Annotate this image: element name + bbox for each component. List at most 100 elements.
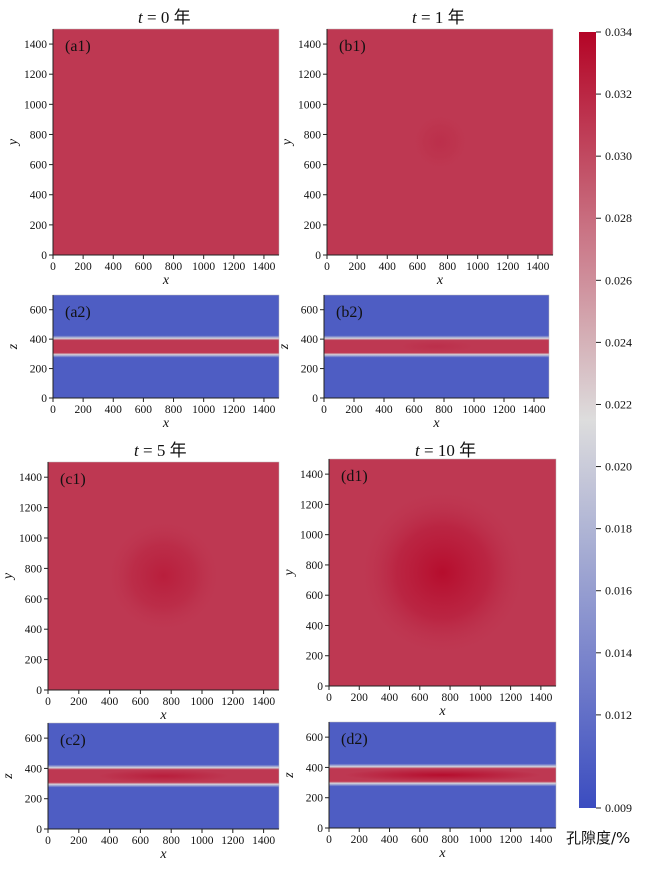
porosity-plume [409,111,471,173]
x-tick-label: 1200 [496,261,519,273]
x-tick-label: 800 [165,404,183,416]
colorbar-label: 孔隙度/% [566,829,630,847]
title-rest: = 0 年 [142,8,191,27]
colorbar-tick-label: 0.022 [605,397,632,411]
colorbar-tick-label: 0.032 [605,87,632,101]
heatmap-background [53,29,279,255]
y-tick-label: 200 [30,220,48,232]
x-tick-label: 600 [405,404,423,416]
y-axis-label: z [277,343,292,350]
y-tick-label: 1000 [298,99,321,111]
layer-hotspot [344,768,541,782]
x-tick-label: 1200 [499,692,522,704]
y-tick-label: 0 [317,823,323,835]
x-tick-label: 600 [132,835,150,847]
title-rest: = 5 年 [138,441,187,460]
y-tick-label: 200 [306,651,324,663]
colorbar-tick-label: 0.024 [605,335,632,349]
panel-label: (b2) [336,304,363,321]
x-axis-label: x [159,847,167,862]
x-tick-label: 600 [135,404,153,416]
x-tick-label: 400 [101,835,119,847]
x-tick-label: 0 [326,692,332,704]
x-tick-label: 400 [105,404,123,416]
panel-d1: 0 200 400 600 800 1000 1200 1400 0 200 400 600 800 10… [282,458,557,719]
colorbar-tick-label: 0.009 [605,801,632,815]
y-tick-label: 0 [315,250,321,262]
y-tick-label: 0 [312,393,318,405]
figure-title-t5: t = 5 年 [134,436,187,461]
x-axis-label: x [162,273,170,288]
colorbar-tick-label: 0.014 [605,646,632,660]
y-tick-label: 400 [30,190,48,202]
x-tick-label: 200 [345,404,363,416]
colorbar-tick-label: 0.016 [605,584,632,598]
x-tick-label: 0 [326,834,332,846]
x-tick-label: 1000 [466,261,489,273]
x-tick-label: 1400 [252,404,275,416]
y-tick-label: 1200 [300,499,323,511]
panel-label: (a2) [65,304,91,321]
y-tick-label: 600 [30,160,48,172]
x-tick-label: 400 [381,692,399,704]
colorbar-tick-label: 0.034 [605,25,632,39]
y-axis-label: z [1,773,16,780]
x-tick-label: 200 [351,834,369,846]
y-tick-label: 0 [41,250,47,262]
title-var: t [138,8,143,27]
x-tick-label: 400 [101,696,119,708]
x-tick-label: 200 [75,404,93,416]
colorbar-tick-label: 0.028 [605,211,632,225]
colorbar-tick-label: 0.026 [605,273,632,287]
x-axis-label: x [159,708,167,723]
y-tick-label: 600 [304,160,322,172]
colorbar-gradient [579,32,596,808]
x-tick-label: 200 [349,261,367,273]
x-tick-label: 800 [441,692,459,704]
y-axis-label: y [1,572,16,581]
x-tick-label: 600 [135,261,153,273]
y-tick-label: 1000 [19,533,42,545]
y-tick-label: 800 [304,129,322,141]
panel-label: (c2) [60,732,86,749]
panel-label: (a1) [65,38,91,55]
y-tick-label: 400 [301,334,319,346]
colorbar-tick-label: 0.030 [605,149,632,163]
x-axis-label: x [162,416,170,431]
x-tick-label: 1200 [222,404,245,416]
y-tick-label: 1200 [298,69,321,81]
x-tick-label: 600 [411,692,429,704]
x-tick-label: 800 [435,404,453,416]
y-tick-label: 400 [25,763,43,775]
panel-a2: 0 200 400 600 800 1000 1200 1400 0 200 400 600 x z (a2… [6,294,280,431]
x-tick-label: 1000 [191,696,214,708]
x-tick-label: 0 [50,261,56,273]
figure-title-t1: t = 1 年 [412,3,465,28]
y-tick-label: 200 [25,794,43,806]
x-tick-label: 800 [439,261,457,273]
title-var: t [134,441,139,460]
y-tick-label: 1000 [24,99,47,111]
y-tick-label: 600 [306,590,324,602]
x-tick-label: 200 [351,692,369,704]
x-tick-label: 1000 [191,835,214,847]
title-rest: = 10 年 [419,441,477,460]
x-tick-label: 1400 [529,692,552,704]
y-tick-label: 600 [301,305,319,317]
x-tick-label: 200 [75,261,93,273]
y-tick-label: 400 [306,762,324,774]
y-tick-label: 400 [304,190,322,202]
x-tick-label: 200 [70,835,88,847]
y-tick-label: 0 [36,824,42,836]
x-tick-label: 1400 [523,404,546,416]
x-tick-label: 1000 [192,404,215,416]
y-tick-label: 800 [30,129,48,141]
x-tick-label: 200 [70,696,88,708]
y-axis-label: z [282,772,297,779]
y-axis-label: z [6,343,21,350]
y-tick-label: 200 [25,655,43,667]
y-axis-label: y [6,138,21,147]
colorbar: 0.034 0.032 0.030 0.028 0.026 0.024 0.022 0.020… [566,25,632,847]
y-tick-label: 0 [41,393,47,405]
panel-a1: 0 200 400 600 800 1000 1200 1400 0 200 400 600 800 10… [6,28,280,288]
